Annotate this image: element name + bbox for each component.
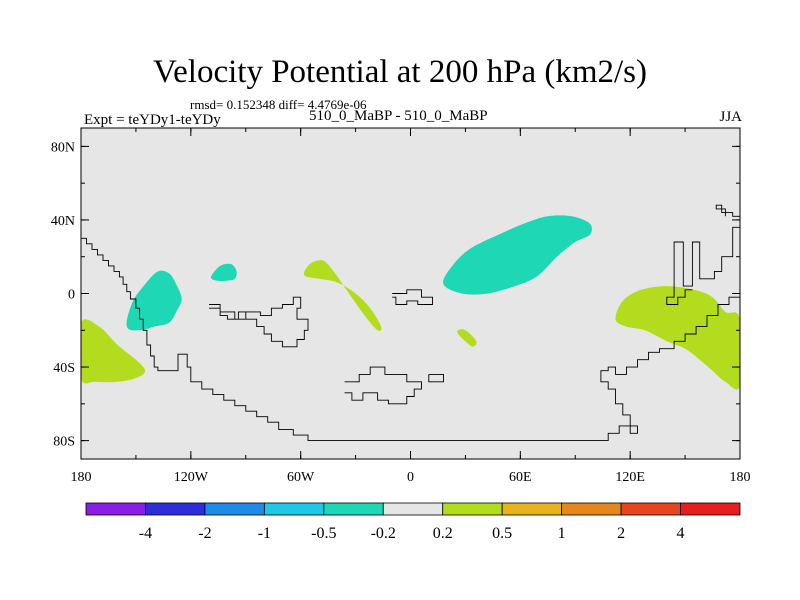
colorbar-swatch <box>204 502 265 516</box>
x-tick-label: 60E <box>509 470 532 485</box>
colorbar-swatch <box>145 502 206 516</box>
y-tick-label: 80S <box>53 435 75 450</box>
colorbar-swatch <box>501 502 563 516</box>
contour-region-southern-africa-positive <box>457 329 477 347</box>
coastline-kamchatka-coast <box>715 204 740 217</box>
colorbar-label: 1 <box>558 525 566 542</box>
colorbar-swatch <box>680 502 741 516</box>
coastlines <box>81 204 740 442</box>
stats-label: rmsd= 0.152348 diff= 4.4769e-06 <box>190 97 367 112</box>
x-tick-label: 60W <box>287 470 315 485</box>
coastline-north-pacific-coast <box>666 226 740 305</box>
colorbar-swatch <box>561 502 622 516</box>
contour-regions <box>81 215 740 390</box>
y-tick-label: 40N <box>51 214 75 229</box>
contour-region-atlantic-positive <box>303 260 382 332</box>
plot-background <box>81 128 740 459</box>
colorbar-swatch <box>442 502 503 516</box>
y-tick-label: 80N <box>51 140 75 155</box>
colorbar-label: -0.5 <box>311 525 336 542</box>
coastline-americas-west-coast <box>81 237 740 442</box>
colorbar-label: -1 <box>258 525 271 542</box>
contour-region-south-pacific-positive <box>81 319 146 384</box>
x-tick-label: 120E <box>615 470 645 485</box>
chart-title: Velocity Potential at 200 hPa (km2/s) <box>152 54 648 90</box>
colorbar-label: 4 <box>677 525 685 542</box>
colorbar: -4 -2 -1 -0.5 -0.2 0.2 0.5 1 2 4 <box>85 502 741 542</box>
contour-region-central-america-negative <box>210 263 237 281</box>
contour-region-eurasia-negative <box>443 215 592 295</box>
run-comparison-label: 510_0_MaBP - 510_0_MaBP <box>309 108 488 124</box>
colorbar-swatch <box>323 502 384 516</box>
colorbar-swatch <box>263 502 325 516</box>
colorbar-label: -0.2 <box>371 525 396 542</box>
x-tick-label: 180 <box>71 470 92 485</box>
season-label: JJA <box>719 109 742 125</box>
coastline-southern-landmass-outline <box>344 366 422 405</box>
colorbar-label: 2 <box>617 525 625 542</box>
x-tick-label: 0 <box>407 470 414 485</box>
coastline-central-continent-outline <box>392 289 433 305</box>
coastline-southern-landmass-inlet <box>428 373 444 383</box>
axis-ticks: 180 120W 60W 0 60E 120E 180 80N 40N 0 40S 80S <box>51 128 751 485</box>
coastline-north-america-outline <box>209 296 309 348</box>
colorbar-swatch <box>382 502 444 516</box>
colorbar-swatch <box>620 502 681 516</box>
x-tick-label: 180 <box>730 470 751 485</box>
colorbar-label: 0.5 <box>492 525 512 542</box>
colorbar-label: -2 <box>198 525 211 542</box>
y-tick-label: 40S <box>53 361 75 376</box>
colorbar-label: 0.2 <box>433 525 453 542</box>
contour-region-east-pacific-negative <box>126 270 182 331</box>
colorbar-label: -4 <box>139 525 152 542</box>
y-tick-label: 0 <box>68 288 75 303</box>
x-tick-label: 120W <box>174 470 209 485</box>
contour-region-west-pacific-positive <box>615 286 740 390</box>
colorbar-swatch <box>85 502 146 516</box>
experiment-label: Expt = teYDy1-teYDy <box>84 112 221 128</box>
